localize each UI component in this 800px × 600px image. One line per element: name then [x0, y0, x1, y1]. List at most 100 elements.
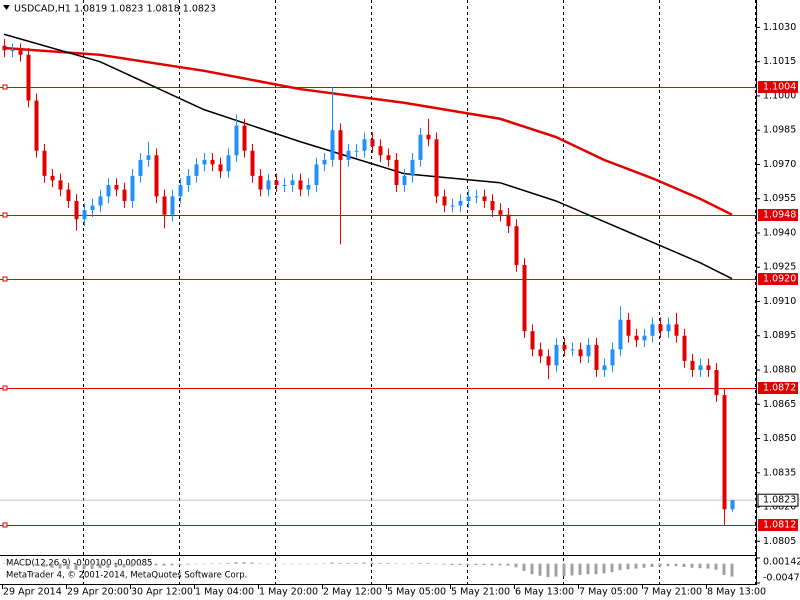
candle-body	[322, 159, 327, 165]
macd-bar	[58, 563, 62, 569]
bid-label-box	[757, 493, 799, 507]
macd-bar	[698, 563, 702, 569]
candle-body	[274, 180, 279, 185]
macd-bar	[10, 563, 14, 564]
candle-body	[578, 349, 583, 357]
macd-bar	[730, 563, 734, 577]
level-label-box	[758, 81, 798, 93]
candle-body	[90, 205, 95, 211]
candle-body	[242, 125, 247, 151]
level-marker	[2, 522, 8, 528]
macd-bar	[2, 563, 6, 564]
y-tick-label: 1.1000	[763, 90, 796, 101]
candle-body	[162, 196, 167, 215]
candle-body	[498, 210, 503, 215]
bid-label: 1.0823	[763, 495, 796, 506]
candle-body	[482, 196, 487, 201]
macd-bar	[194, 563, 198, 565]
y-tick-label: 1.0910	[763, 296, 796, 307]
macd-bar	[226, 562, 230, 564]
candle-body	[66, 189, 71, 201]
candle-body	[442, 196, 447, 206]
y-tick-label: 1.0925	[763, 262, 796, 273]
macd-bar	[402, 563, 406, 565]
macd-bar	[394, 563, 398, 564]
macd-bar	[98, 563, 102, 569]
macd-bar	[186, 563, 190, 565]
candle-body	[10, 50, 15, 52]
x-tick-label: 1 May 20:00	[259, 587, 318, 598]
macd-bar	[514, 563, 518, 568]
macd-bar	[130, 563, 134, 567]
macd-bar	[490, 563, 494, 566]
macd-bar	[442, 563, 446, 565]
macd-bar	[642, 563, 646, 568]
candle-body	[330, 130, 335, 160]
candle-body	[130, 175, 135, 201]
candle-body	[658, 324, 663, 332]
candle-body	[530, 331, 535, 350]
macd-bar	[386, 562, 390, 564]
candle-body	[2, 45, 7, 51]
candle-body	[634, 335, 639, 341]
macd-bar	[250, 562, 254, 564]
macd-bar	[346, 562, 350, 564]
x-tick-label: 29 Apr 20:00	[67, 587, 129, 598]
macd-bar	[538, 563, 542, 576]
macd-bar	[618, 563, 622, 571]
macd-bar	[162, 563, 166, 566]
candle-body	[522, 264, 527, 332]
macd-bar	[658, 563, 662, 567]
candle-body	[218, 164, 223, 172]
candle-body	[570, 349, 575, 351]
candle-body	[114, 185, 119, 190]
candle-body	[722, 395, 727, 510]
macd-bar	[682, 563, 686, 567]
level-label: 1.0948	[763, 210, 796, 221]
candle-body	[554, 344, 559, 366]
macd-bar	[706, 563, 710, 569]
macd-bar	[458, 563, 462, 565]
macd-bar	[90, 563, 94, 569]
y-tick-label: 1.0850	[763, 433, 796, 444]
macd-bar	[666, 563, 670, 567]
y-tick-label: 1.0940	[763, 227, 796, 238]
macd-bar	[234, 562, 238, 564]
macd-bar	[634, 563, 638, 569]
candle-body	[186, 175, 191, 185]
macd-bar	[50, 563, 54, 568]
candle-body	[226, 155, 231, 172]
candle-body	[106, 185, 111, 197]
macd-bar	[690, 563, 694, 568]
candle-body	[426, 134, 431, 140]
y-tick-label: 1.0895	[763, 330, 796, 341]
macd-bar	[554, 563, 558, 577]
candle-body	[26, 54, 31, 101]
macd-title: MACD(12,26,9) -0.00100 -0.00085	[6, 559, 152, 569]
macd-bar	[42, 563, 46, 567]
macd-tick-label: 0.00142	[763, 557, 800, 568]
macd-bar	[114, 563, 118, 568]
menu-arrow	[3, 5, 10, 10]
y-tick-label: 1.0970	[763, 159, 796, 170]
candle-body	[674, 324, 679, 336]
candle-body	[402, 175, 407, 185]
x-tick-label: 8 May 13:00	[707, 587, 766, 598]
y-tick-label: 1.1030	[763, 22, 796, 33]
macd-bar	[330, 562, 334, 564]
macd-bar	[290, 563, 294, 565]
macd-bar	[266, 563, 270, 565]
candle-body	[594, 344, 599, 370]
macd-bar	[578, 563, 582, 575]
macd-bar	[466, 563, 470, 565]
x-tick-label: 30 Apr 12:00	[131, 587, 193, 598]
macd-bar	[66, 563, 70, 569]
macd-bar	[298, 563, 302, 565]
candle-body	[194, 164, 199, 176]
macd-bar	[146, 563, 150, 565]
macd-bar	[586, 563, 590, 575]
copyright: MetaTrader 4, © 2001-2014, MetaQuotes So…	[6, 571, 247, 581]
x-tick-label: 5 May 05:00	[387, 587, 446, 598]
candle-body	[18, 50, 23, 55]
